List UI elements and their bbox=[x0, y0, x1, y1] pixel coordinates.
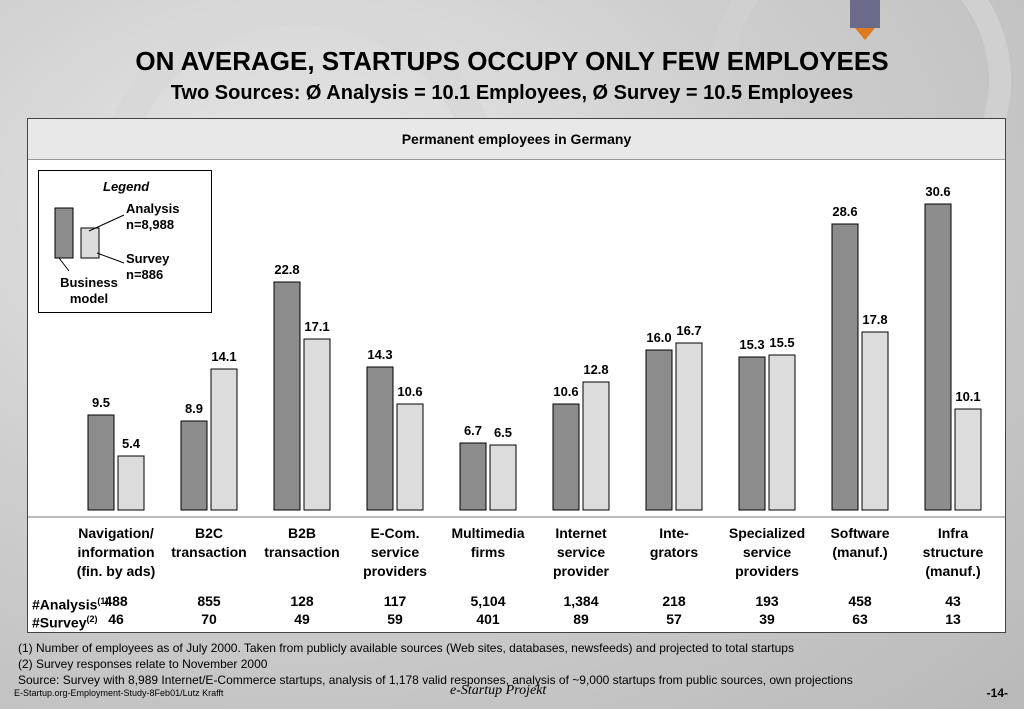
category-label-7: Specialized service providers bbox=[728, 525, 806, 579]
category-label-3: E-Com. service providers bbox=[363, 525, 427, 579]
legend-business-model-label: Business model bbox=[60, 275, 118, 306]
survey-count-5: 89 bbox=[573, 611, 589, 627]
analysis-value-label-1: 8.9 bbox=[185, 401, 203, 416]
analysis-bar-2 bbox=[273, 281, 301, 511]
category-label-1: B2C transaction bbox=[171, 525, 247, 560]
analysis-count-7: 193 bbox=[755, 593, 779, 609]
category-label-0: Navigation/information (fin. by ads) bbox=[76, 525, 156, 579]
survey-count-1: 70 bbox=[201, 611, 217, 627]
category-label-4: Multimedia firms bbox=[451, 525, 525, 560]
analysis-count-0: 488 bbox=[104, 593, 128, 609]
footnote-1: (1) Number of employees as of July 2000.… bbox=[18, 641, 794, 655]
survey-count-7: 39 bbox=[759, 611, 775, 627]
survey-count-3: 59 bbox=[387, 611, 403, 627]
analysis-value-label-2: 22.8 bbox=[274, 262, 299, 277]
analysis-count-2: 128 bbox=[290, 593, 314, 609]
legend-analysis-leader bbox=[88, 214, 125, 232]
analysis-bar-7 bbox=[738, 356, 766, 511]
analysis-count-1: 855 bbox=[197, 593, 221, 609]
analysis-value-label-6: 16.0 bbox=[646, 330, 671, 345]
category-label-5: Internet service provider bbox=[552, 525, 609, 579]
analysis-count-8: 458 bbox=[848, 593, 872, 609]
survey-value-label-7: 15.5 bbox=[769, 335, 794, 350]
legend-title: Legend bbox=[103, 179, 150, 194]
survey-count-4: 401 bbox=[476, 611, 500, 627]
survey-value-label-1: 14.1 bbox=[211, 349, 236, 364]
analysis-value-label-0: 9.5 bbox=[92, 395, 110, 410]
analysis-value-label-3: 14.3 bbox=[367, 347, 392, 362]
analysis-count-label: #Analysis(1) bbox=[32, 596, 109, 613]
survey-value-label-0: 5.4 bbox=[122, 436, 141, 451]
analysis-bar-8 bbox=[831, 223, 859, 511]
legend-bm-leader bbox=[58, 257, 70, 272]
legend-analysis-swatch bbox=[54, 207, 74, 259]
survey-bar-2 bbox=[303, 338, 331, 511]
analysis-value-label-4: 6.7 bbox=[464, 423, 482, 438]
analysis-bar-6 bbox=[645, 349, 673, 511]
survey-bar-6 bbox=[675, 342, 703, 511]
analysis-value-label-7: 15.3 bbox=[739, 337, 764, 352]
footnote-2: (2) Survey responses relate to November … bbox=[18, 657, 268, 671]
analysis-bar-5 bbox=[552, 403, 580, 511]
survey-value-label-4: 6.5 bbox=[494, 425, 512, 440]
page-subtitle: Two Sources: Ø Analysis = 10.1 Employees… bbox=[170, 82, 854, 104]
category-label-2: B2B transaction bbox=[264, 525, 340, 560]
survey-count-8: 63 bbox=[852, 611, 868, 627]
analysis-bar-4 bbox=[459, 442, 487, 511]
legend-swatches bbox=[54, 207, 125, 272]
survey-bar-3 bbox=[396, 403, 424, 511]
footer-brand: e-Startup Projekt bbox=[450, 683, 547, 698]
analysis-value-label-8: 28.6 bbox=[832, 204, 857, 219]
category-label-8: Software (manuf.) bbox=[830, 525, 890, 560]
analysis-bar-3 bbox=[366, 366, 394, 511]
page-number: -14- bbox=[986, 686, 1008, 700]
analysis-count-3: 117 bbox=[383, 593, 407, 609]
survey-count-6: 57 bbox=[666, 611, 682, 627]
analysis-value-label-5: 10.6 bbox=[553, 384, 578, 399]
panel-header: Permanent employees in Germany bbox=[28, 119, 1005, 160]
analysis-count-5: 1,384 bbox=[563, 593, 599, 609]
category-label-9: Infra structure (manuf.) bbox=[922, 525, 984, 579]
survey-value-label-9: 10.1 bbox=[955, 389, 980, 404]
analysis-value-label-9: 30.6 bbox=[925, 184, 950, 199]
analysis-count-6: 218 bbox=[662, 593, 686, 609]
survey-count-2: 49 bbox=[294, 611, 310, 627]
survey-value-label-8: 17.8 bbox=[862, 312, 887, 327]
survey-count-9: 13 bbox=[945, 611, 961, 627]
legend-survey-leader bbox=[96, 252, 125, 264]
survey-bar-9 bbox=[954, 408, 982, 511]
legend-analysis-label: Analysis n=8,988 bbox=[126, 201, 180, 232]
legend: Legend Analysis n=8,988 Survey n=886 Busin… bbox=[38, 170, 212, 313]
survey-bar-8 bbox=[861, 331, 889, 511]
survey-value-label-6: 16.7 bbox=[676, 323, 701, 338]
counts-table: #Analysis(1) #Survey(2) 488 46 855 70 128 49 1… bbox=[27, 586, 1006, 631]
survey-value-label-3: 10.6 bbox=[397, 384, 422, 399]
analysis-bar-1 bbox=[180, 420, 208, 511]
survey-count-0: 46 bbox=[108, 611, 124, 627]
survey-count-label: #Survey(2) bbox=[32, 614, 98, 631]
legend-survey-swatch bbox=[80, 227, 100, 259]
analysis-count-9: 43 bbox=[945, 593, 961, 609]
survey-value-label-2: 17.1 bbox=[304, 319, 329, 334]
survey-value-label-5: 12.8 bbox=[583, 362, 608, 377]
survey-bar-7 bbox=[768, 354, 796, 511]
survey-bar-1 bbox=[210, 368, 238, 511]
legend-survey-label: Survey n=886 bbox=[126, 251, 170, 282]
survey-bar-5 bbox=[582, 381, 610, 511]
footnotes: (1) Number of employees as of July 2000.… bbox=[18, 640, 853, 688]
analysis-bar-9 bbox=[924, 203, 952, 511]
page-title: ON AVERAGE, STARTUPS OCCUPY ONLY FEW EMP… bbox=[135, 46, 889, 76]
category-label-6: Inte-grators bbox=[649, 525, 699, 560]
source-note: Source: Survey with 8,989 Internet/E-Com… bbox=[18, 673, 853, 687]
analysis-count-4: 5,104 bbox=[470, 593, 506, 609]
footer-doc-id: E-Startup.org-Employment-Study-8Feb01/Lu… bbox=[14, 688, 224, 698]
survey-bar-0 bbox=[117, 455, 145, 511]
survey-bar-4 bbox=[489, 444, 517, 511]
analysis-bar-0 bbox=[87, 414, 115, 511]
